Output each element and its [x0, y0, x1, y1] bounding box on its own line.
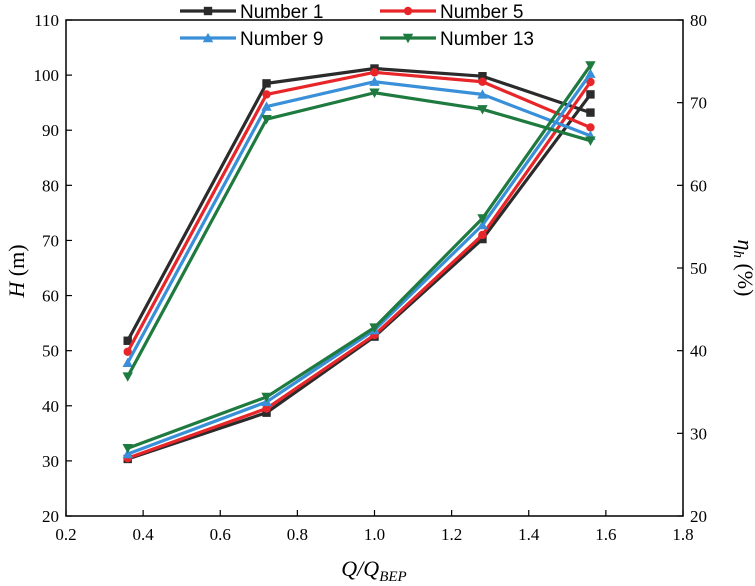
- x-axis-main: Q/Q: [341, 556, 379, 581]
- x-tick-label: 1.4: [518, 525, 540, 544]
- right-tick-label: 60: [690, 176, 707, 195]
- head-point-number-13: [477, 105, 488, 115]
- left-tick-label: 80: [42, 176, 59, 195]
- head-point-number-13: [122, 372, 133, 382]
- right-tick-label: 50: [690, 259, 707, 278]
- right-axis-unit: (%): [733, 258, 755, 296]
- head-point-number-5: [262, 90, 271, 99]
- x-tick-label: 1.6: [595, 525, 616, 544]
- head-point-number-1: [123, 336, 132, 345]
- series-layer: [122, 61, 596, 464]
- efficiency-line-number-1: [127, 93, 592, 461]
- left-axis-title: H (m): [4, 244, 29, 298]
- efficiency-point-number-5: [478, 230, 487, 240]
- legend-label: Number 13: [440, 29, 534, 50]
- efficiency-point-number-9: [122, 448, 133, 459]
- legend-item-number-13: Number 13: [380, 29, 534, 50]
- legend-item-number-5: Number 5: [380, 2, 523, 23]
- right-tick-label: 20: [690, 507, 707, 526]
- series-number-5: [123, 68, 595, 463]
- x-tick-label: 0.2: [55, 525, 76, 544]
- x-tick-label: 0.6: [210, 525, 231, 544]
- x-tick-label: 0.4: [133, 525, 155, 544]
- x-axis-subscript: BEP: [379, 569, 407, 585]
- legend-swatch-marker: [202, 32, 214, 43]
- efficiency-point-number-9: [477, 219, 488, 230]
- efficiency-point-number-13: [477, 214, 488, 224]
- efficiency-line-number-13: [127, 64, 592, 450]
- efficiency-line-number-9: [127, 72, 592, 456]
- head-point-number-9: [122, 357, 133, 367]
- right-tick-label: 40: [690, 342, 707, 361]
- head-point-number-9: [369, 76, 380, 86]
- efficiency-point-number-13: [261, 392, 272, 403]
- x-tick-label: 1.2: [441, 525, 462, 544]
- right-tick-label: 30: [690, 424, 707, 443]
- x-tick-label: 0.8: [287, 525, 308, 544]
- x-tick-label: 1.8: [672, 525, 693, 544]
- efficiency-point-number-13: [369, 323, 380, 333]
- head-point-number-13: [585, 136, 596, 146]
- legend: Number 1 Number 5 Number 9 Number 13: [180, 2, 534, 50]
- series-number-9: [122, 68, 596, 459]
- efficiency-point-number-5: [586, 77, 595, 87]
- head-point-number-13: [369, 88, 380, 98]
- left-tick-label: 70: [42, 231, 59, 250]
- efficiency-line-number-5: [127, 81, 592, 460]
- series-number-13: [122, 61, 596, 454]
- head-point-number-1: [586, 108, 595, 117]
- legend-label: Number 5: [440, 2, 523, 23]
- legend-swatch-marker: [402, 33, 414, 44]
- left-tick-label: 30: [42, 452, 59, 471]
- left-tick-label: 50: [42, 342, 59, 361]
- legend-item-number-9: Number 9: [180, 29, 323, 50]
- head-point-number-1: [262, 79, 271, 88]
- left-tick-label: 60: [42, 287, 59, 306]
- head-point-number-13: [261, 115, 272, 125]
- left-axis-symbol: H: [4, 281, 29, 299]
- head-point-number-5: [478, 77, 487, 86]
- left-axis-unit: (m): [4, 244, 29, 281]
- right-tick-label: 70: [690, 94, 707, 113]
- legend-swatch-marker: [403, 6, 413, 16]
- efficiency-point-number-1: [586, 90, 595, 99]
- x-axis-title: Q/QBEP: [341, 556, 406, 585]
- head-point-number-5: [370, 68, 379, 77]
- left-tick-label: 40: [42, 397, 59, 416]
- legend-swatch-marker: [203, 6, 213, 16]
- head-point-number-1: [478, 72, 487, 81]
- right-axis-subscript: h: [730, 250, 746, 258]
- head-point-number-5: [586, 123, 595, 132]
- x-tick-label: 1.0: [364, 525, 385, 544]
- legend-label: Number 1: [240, 2, 323, 23]
- axis-ticks: 0.2 0.4 0.6 0.8 1.0 1.2 1.4 1.6 1.82030405060708…: [34, 11, 708, 544]
- legend-label: Number 9: [240, 29, 323, 50]
- series-number-1: [123, 64, 595, 464]
- efficiency-point-number-13: [122, 444, 133, 454]
- left-tick-label: 90: [42, 121, 59, 140]
- efficiency-point-number-5: [262, 404, 271, 413]
- left-tick-label: 110: [34, 11, 59, 30]
- legend-item-number-1: Number 1: [180, 2, 323, 23]
- head-point-number-5: [123, 347, 132, 356]
- right-axis-title: ηh (%): [730, 240, 755, 297]
- head-point-number-9: [261, 101, 272, 111]
- right-axis-symbol: η: [733, 240, 755, 251]
- left-tick-label: 100: [34, 66, 60, 85]
- right-tick-label: 80: [690, 11, 707, 30]
- left-tick-label: 20: [42, 507, 59, 526]
- efficiency-point-number-13: [585, 61, 596, 71]
- head-point-number-9: [477, 89, 488, 99]
- efficiency-point-number-9: [585, 68, 596, 78]
